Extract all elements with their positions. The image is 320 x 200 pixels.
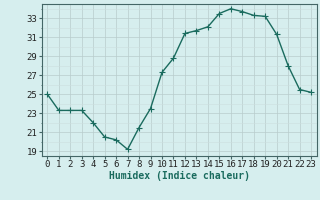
X-axis label: Humidex (Indice chaleur): Humidex (Indice chaleur) [109, 171, 250, 181]
